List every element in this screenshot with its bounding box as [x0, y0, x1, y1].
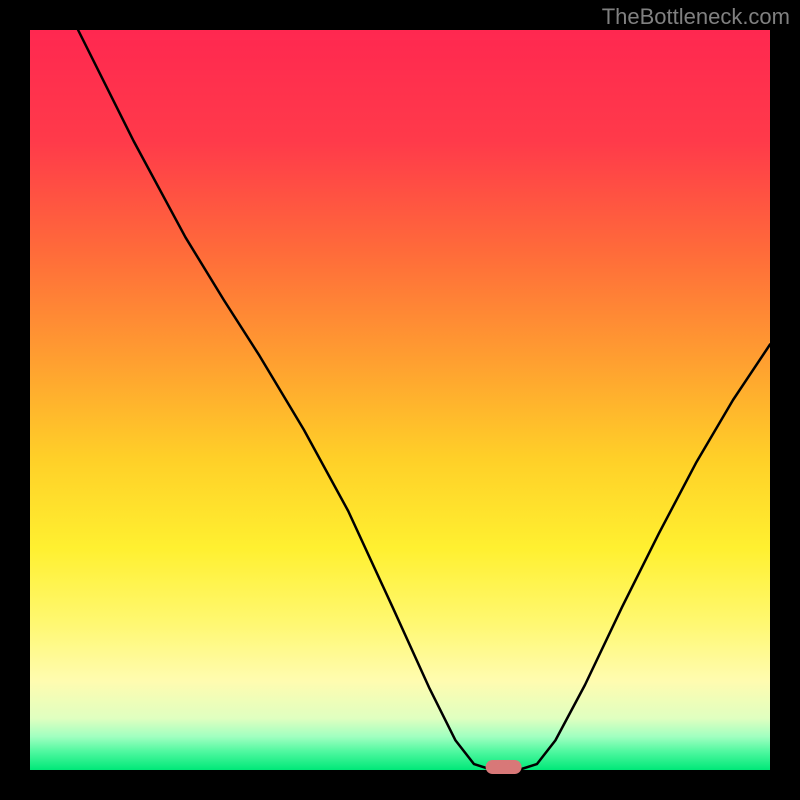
- bottleneck-chart: [0, 0, 800, 800]
- watermark-text: TheBottleneck.com: [602, 4, 790, 30]
- gradient-background: [30, 30, 770, 770]
- optimal-marker: [486, 760, 522, 774]
- chart-container: TheBottleneck.com: [0, 0, 800, 800]
